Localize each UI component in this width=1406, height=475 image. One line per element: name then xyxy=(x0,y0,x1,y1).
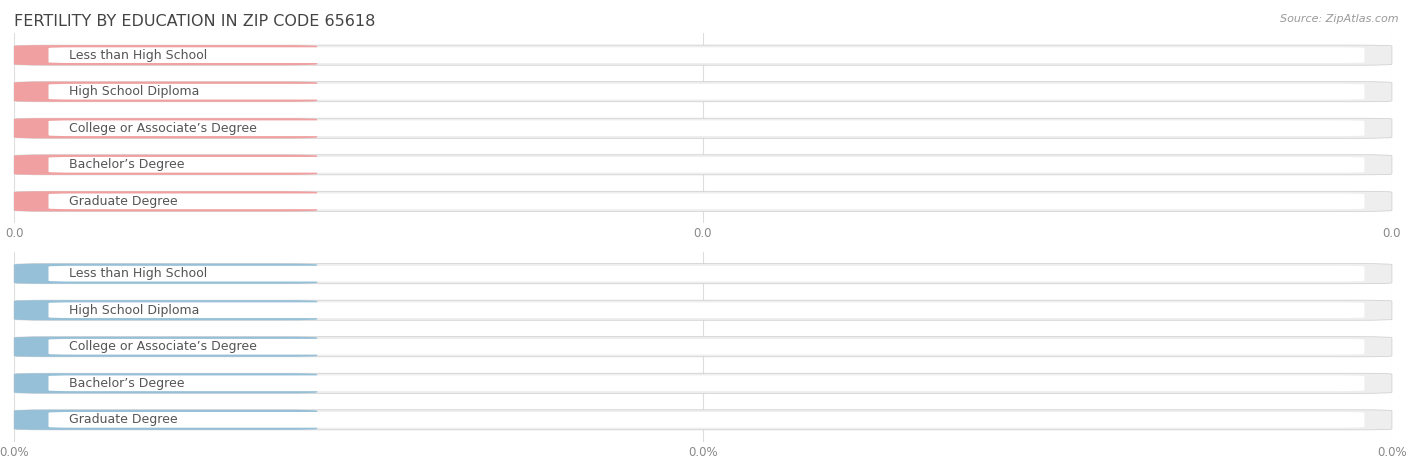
FancyBboxPatch shape xyxy=(14,155,318,175)
Text: 0.0%: 0.0% xyxy=(276,267,311,280)
FancyBboxPatch shape xyxy=(14,118,1392,138)
Text: Graduate Degree: Graduate Degree xyxy=(69,413,177,427)
Text: College or Associate’s Degree: College or Associate’s Degree xyxy=(69,122,257,135)
Text: Source: ZipAtlas.com: Source: ZipAtlas.com xyxy=(1281,14,1399,24)
FancyBboxPatch shape xyxy=(14,191,1392,211)
FancyBboxPatch shape xyxy=(14,191,318,211)
Text: Less than High School: Less than High School xyxy=(69,48,208,62)
Text: 0.0: 0.0 xyxy=(288,85,311,98)
FancyBboxPatch shape xyxy=(14,337,318,357)
FancyBboxPatch shape xyxy=(48,375,1364,391)
Text: High School Diploma: High School Diploma xyxy=(69,85,200,98)
Text: Bachelor’s Degree: Bachelor’s Degree xyxy=(69,158,184,171)
FancyBboxPatch shape xyxy=(48,303,1364,318)
Text: 0.0%: 0.0% xyxy=(276,304,311,317)
FancyBboxPatch shape xyxy=(14,45,1392,65)
FancyBboxPatch shape xyxy=(48,157,1364,172)
Text: Graduate Degree: Graduate Degree xyxy=(69,195,177,208)
FancyBboxPatch shape xyxy=(48,339,1364,355)
FancyBboxPatch shape xyxy=(14,300,318,320)
FancyBboxPatch shape xyxy=(14,373,318,393)
FancyBboxPatch shape xyxy=(14,410,1392,430)
FancyBboxPatch shape xyxy=(14,264,1392,284)
Text: 0.0%: 0.0% xyxy=(276,377,311,390)
FancyBboxPatch shape xyxy=(14,118,318,138)
Text: 0.0: 0.0 xyxy=(288,122,311,135)
FancyBboxPatch shape xyxy=(48,266,1364,282)
FancyBboxPatch shape xyxy=(14,264,318,284)
FancyBboxPatch shape xyxy=(14,410,318,430)
Text: FERTILITY BY EDUCATION IN ZIP CODE 65618: FERTILITY BY EDUCATION IN ZIP CODE 65618 xyxy=(14,14,375,29)
Text: High School Diploma: High School Diploma xyxy=(69,304,200,317)
Text: College or Associate’s Degree: College or Associate’s Degree xyxy=(69,340,257,353)
FancyBboxPatch shape xyxy=(14,337,1392,357)
FancyBboxPatch shape xyxy=(14,373,1392,393)
Text: 0.0%: 0.0% xyxy=(276,413,311,427)
FancyBboxPatch shape xyxy=(48,48,1364,63)
FancyBboxPatch shape xyxy=(48,193,1364,209)
FancyBboxPatch shape xyxy=(48,84,1364,100)
Text: 0.0: 0.0 xyxy=(288,158,311,171)
Text: 0.0: 0.0 xyxy=(288,195,311,208)
FancyBboxPatch shape xyxy=(48,120,1364,136)
Text: Less than High School: Less than High School xyxy=(69,267,208,280)
FancyBboxPatch shape xyxy=(14,155,1392,175)
FancyBboxPatch shape xyxy=(14,82,1392,102)
Text: 0.0%: 0.0% xyxy=(276,340,311,353)
Text: 0.0: 0.0 xyxy=(288,48,311,62)
FancyBboxPatch shape xyxy=(14,45,318,65)
Text: Bachelor’s Degree: Bachelor’s Degree xyxy=(69,377,184,390)
FancyBboxPatch shape xyxy=(48,412,1364,428)
FancyBboxPatch shape xyxy=(14,82,318,102)
FancyBboxPatch shape xyxy=(14,300,1392,320)
